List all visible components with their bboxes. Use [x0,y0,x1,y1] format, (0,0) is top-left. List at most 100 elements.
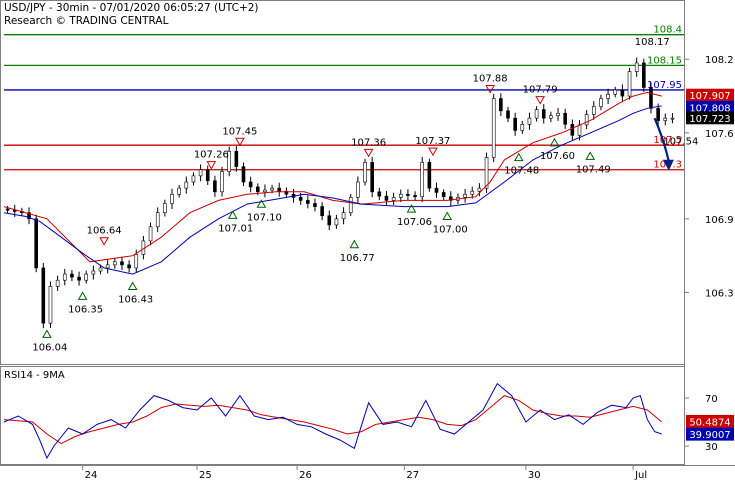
price-candle-body [642,62,646,88]
price-candle-body [5,208,10,211]
price-candle-body [470,190,475,195]
price-candle-body [205,169,210,182]
price-candle-body [134,254,139,269]
price-candle-body [663,117,668,121]
price-candle-body [306,200,310,204]
price-candle-body [191,175,196,183]
level-line-label: 108.4 [653,25,682,36]
support-marker [349,239,360,249]
price-candle-body [484,157,489,189]
support-label: 106.77 [340,253,375,264]
support-marker [549,137,560,147]
price-candle-body [213,180,217,193]
price-candle-body [549,115,553,119]
level-line-label: 108.15 [647,55,682,66]
support-label: 107.00 [433,225,468,236]
price-candle-body [263,189,267,193]
price-candle-body [541,109,546,119]
level-line-label: 107.5 [653,135,682,146]
price-candle-body [105,264,110,269]
price-candle-body [84,273,89,281]
support-marker [406,204,417,213]
price-candle-body [327,215,332,226]
forecast-arrow-shaft [653,117,670,162]
price-candle-body [599,98,603,107]
x-tick-label: 27 [406,470,419,480]
price-candle-body [649,87,653,109]
chart-title: USD/JPY - 30min - 07/01/2020 06:05:27 (U… [4,2,259,14]
price-candle-body [584,114,589,126]
support-label: 106.04 [32,342,67,353]
price-candle-body [155,212,160,228]
price-candle-body [70,273,74,278]
rsi-title: RSI14 - 9MA [4,370,65,381]
support-marker [585,151,596,160]
price-candle-body [234,151,239,167]
price-candle-body [163,203,167,213]
price-candle-body [270,187,274,191]
rsi-panel: 70 30 50.4874 39.9007 [3,382,734,460]
price-candle-body [527,117,532,125]
price-candle-body [220,171,224,193]
price-candle-body [627,71,632,97]
price-candle-body [334,218,339,226]
support-label: 107.49 [576,164,611,175]
support-label: 107.60 [540,151,575,162]
price-tag [686,111,734,125]
support-marker [77,291,88,300]
price-candle-body [491,98,496,158]
chart-subtitle: Research © TRADING CENTRAL [4,15,169,27]
resistance-marker [99,237,109,246]
price-candle-body [27,212,31,220]
resistance-marker [428,147,438,157]
resistance-marker [363,148,374,158]
resistance-label: 107.88 [473,74,508,85]
price-tag-label: 107.808 [689,103,730,114]
price-label: 107.54 [663,136,698,147]
price-candle-body [41,267,46,324]
price-candle-body [198,169,203,177]
support-marker [42,329,52,338]
price-candle-body [298,197,303,201]
price-candle-body [606,93,610,99]
support-marker [442,211,453,221]
price-candle-body [284,190,289,195]
price-candle-body [556,112,560,117]
price-y-tick-label: 107.6 [705,129,734,140]
price-candle-body [513,117,517,131]
resistance-marker [206,161,217,170]
rsi-value-tag-label: 39.9007 [689,430,730,441]
price-candle-body [48,286,53,324]
x-tick-label: 24 [85,470,98,480]
price-candle-body [120,261,124,266]
price-label: 108.17 [635,37,670,48]
price-candle-body [656,108,660,121]
price-candle-body [227,151,231,172]
price-candle-body [370,162,374,193]
price-candle-body [320,206,324,217]
price-candle-body [506,110,510,119]
support-label: 107.06 [397,217,432,228]
price-candle-body [534,109,539,119]
rsi-value-tag [686,427,734,441]
level-line-label: 107.95 [647,80,682,91]
price-panel-frame [0,0,685,365]
support-marker [513,152,524,162]
price-candle-body [577,124,582,136]
rsi-line [3,382,662,460]
price-candle-body [127,264,131,269]
price-candle-body [427,162,432,189]
price-candle-body [463,193,467,198]
price-candle-body [377,191,382,197]
resistance-marker [235,137,245,147]
price-candle-body [241,166,246,183]
resistance-marker [485,85,495,94]
x-tick-label: 26 [299,470,312,480]
support-marker [127,281,138,291]
price-candle-body [248,181,253,188]
price-candle-body [148,226,153,242]
price-candle-body [499,98,503,112]
price-candle-body [34,218,38,269]
price-y-tick-label: 106.3 [705,288,734,299]
